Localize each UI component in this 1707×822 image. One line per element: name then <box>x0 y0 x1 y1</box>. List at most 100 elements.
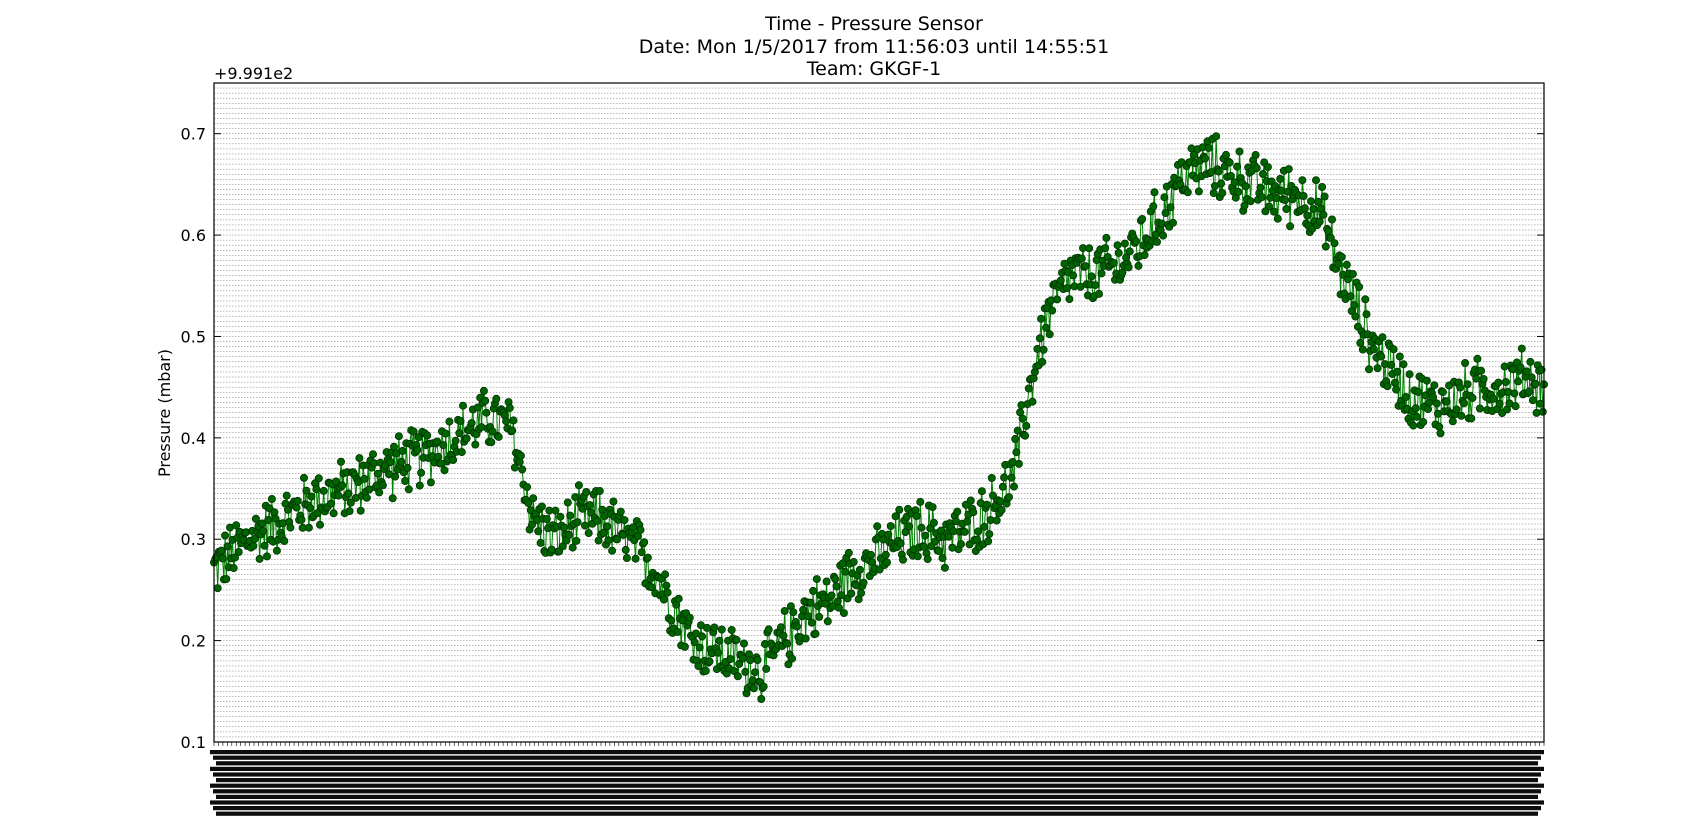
data-point <box>1424 405 1433 414</box>
data-point <box>414 433 423 442</box>
data-point <box>509 416 518 425</box>
data-point <box>1028 397 1037 406</box>
data-point <box>1194 187 1203 196</box>
data-point <box>714 648 723 657</box>
data-point <box>573 518 582 527</box>
data-point <box>1405 370 1414 379</box>
data-point <box>260 541 269 550</box>
data-point <box>616 507 625 516</box>
data-point <box>1494 378 1503 387</box>
data-point <box>916 497 925 506</box>
data-point <box>1355 282 1364 291</box>
data-point <box>934 547 943 556</box>
data-point <box>1149 202 1158 211</box>
data-point <box>895 505 904 514</box>
data-point <box>1124 263 1133 272</box>
data-point <box>1411 404 1420 413</box>
data-point <box>640 538 649 547</box>
data-point <box>426 478 435 487</box>
data-point <box>1348 269 1357 278</box>
data-point <box>1241 182 1250 191</box>
data-point <box>940 563 949 572</box>
data-point <box>458 401 467 410</box>
data-point <box>690 638 699 647</box>
data-point <box>1134 261 1143 270</box>
data-point <box>536 538 545 547</box>
data-point <box>837 591 846 600</box>
data-point <box>505 403 514 412</box>
data-point <box>584 529 593 538</box>
data-point <box>1132 237 1141 246</box>
data-point <box>1387 360 1396 369</box>
data-point <box>1153 237 1162 246</box>
data-point <box>1282 204 1291 213</box>
data-point <box>989 491 998 500</box>
data-point <box>1511 402 1520 411</box>
y-tick-label: 0.5 <box>181 327 206 346</box>
data-point <box>1422 376 1431 385</box>
data-point <box>1320 192 1329 201</box>
data-point <box>804 612 813 621</box>
x-tick-label-band <box>213 772 1541 777</box>
data-point <box>1022 421 1031 430</box>
data-point <box>1257 193 1266 202</box>
data-point <box>867 550 876 559</box>
data-point <box>251 514 260 523</box>
data-point <box>1517 344 1526 353</box>
data-point <box>1010 482 1019 491</box>
data-point <box>441 429 450 438</box>
data-point <box>832 582 841 591</box>
data-point <box>595 486 604 495</box>
data-point <box>1318 182 1327 191</box>
data-point <box>373 469 382 478</box>
data-point <box>1525 387 1534 396</box>
data-point <box>740 639 749 648</box>
data-point <box>1303 211 1312 220</box>
data-point <box>1330 239 1339 248</box>
data-point <box>1113 241 1122 250</box>
data-point <box>929 518 938 527</box>
data-point <box>1053 295 1062 304</box>
data-point <box>809 586 818 595</box>
data-point <box>494 432 503 441</box>
data-point <box>375 488 384 497</box>
data-point <box>566 511 575 520</box>
data-point <box>345 507 354 516</box>
data-point <box>270 508 279 517</box>
data-point <box>647 583 656 592</box>
data-point <box>753 656 762 665</box>
data-point <box>969 508 978 517</box>
data-point <box>663 588 672 597</box>
data-point <box>338 481 347 490</box>
data-point <box>297 515 306 524</box>
data-point <box>258 519 267 528</box>
data-point <box>456 416 465 425</box>
data-point <box>1324 227 1333 236</box>
data-point <box>1217 179 1226 188</box>
data-point <box>1527 373 1536 382</box>
data-point <box>508 426 517 435</box>
data-point <box>938 554 947 563</box>
data-point <box>621 545 630 554</box>
data-point <box>1069 271 1078 280</box>
x-tick-label-band <box>216 778 1538 783</box>
data-point <box>643 553 652 562</box>
data-point <box>815 612 824 621</box>
data-point <box>417 468 426 477</box>
data-point <box>1063 284 1072 293</box>
data-point <box>1222 150 1231 159</box>
data-point <box>783 639 792 648</box>
data-point <box>213 584 222 593</box>
data-point <box>1395 352 1404 361</box>
data-point <box>1342 260 1351 269</box>
data-point <box>217 546 226 555</box>
data-point <box>1409 421 1418 430</box>
data-point <box>409 427 418 436</box>
data-point <box>694 662 703 671</box>
data-point <box>1461 358 1470 367</box>
data-point <box>467 419 476 428</box>
data-point <box>267 494 276 503</box>
data-point <box>1214 167 1223 176</box>
data-point <box>604 536 613 545</box>
data-point <box>965 540 974 549</box>
